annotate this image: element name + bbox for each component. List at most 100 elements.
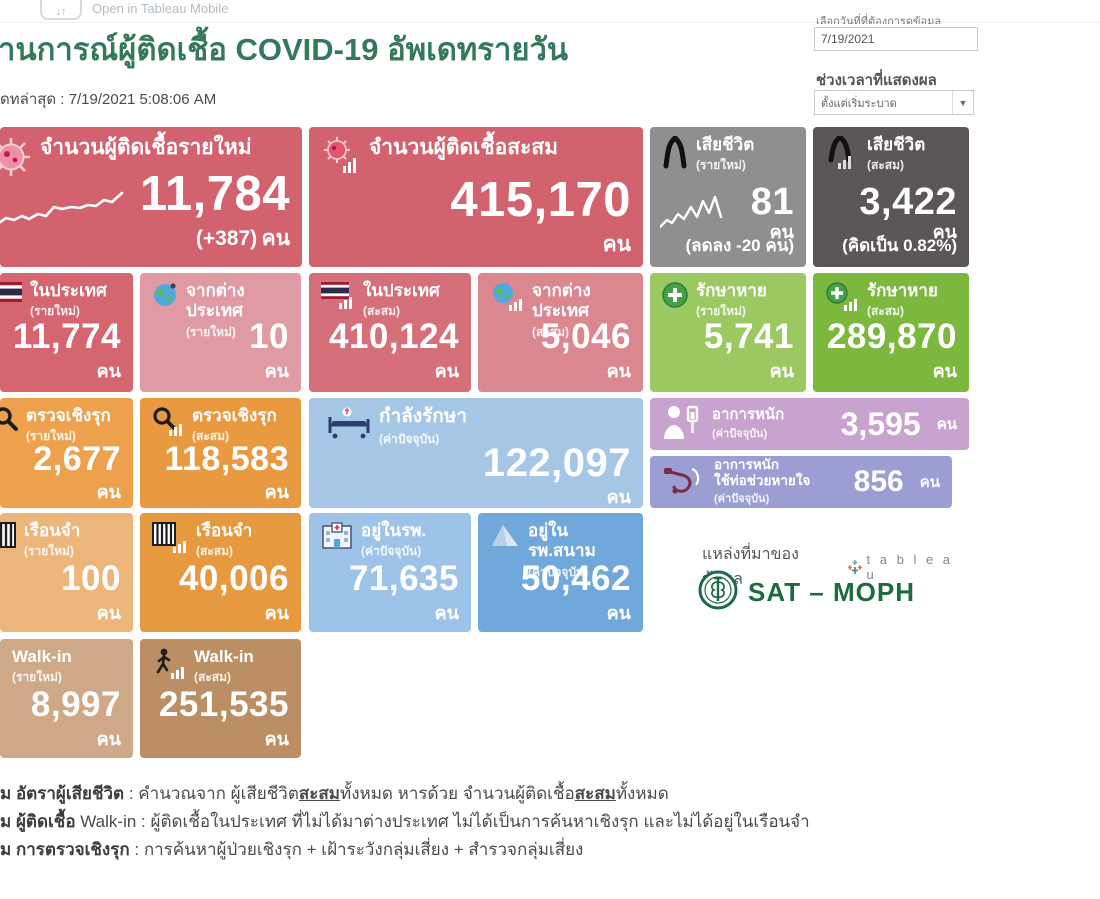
tile-deaths-new: เสียชีวิต (รายใหม่) 81 คน (ลดลง -20 คน) xyxy=(650,127,806,267)
tile-sublabel: (สะสม) xyxy=(532,324,569,339)
footnote-death-rate: ม อัตราผู้เสียชีวิต : คำนวณจาก ผู้เสียชี… xyxy=(0,784,669,803)
tile-value: 100 xyxy=(61,559,121,598)
tile-unit: คน xyxy=(264,728,289,749)
tile-value: 3,422 xyxy=(859,181,957,223)
hospital-bed-icon xyxy=(327,407,371,448)
tile-value: 2,677 xyxy=(33,440,121,478)
tile-title: เสียชีวิต xyxy=(867,135,926,154)
tile-title: อยู่ในรพ. xyxy=(361,521,427,540)
tile-severe: อาการหนัก (ค่าปัจจุบัน) 3,595 คน xyxy=(650,398,969,450)
tile-title: รักษาหาย xyxy=(867,281,938,300)
tile-unit: คน xyxy=(96,481,121,502)
period-dropdown-value: ตั้งแต่เริ่มระบาด xyxy=(821,97,897,110)
chevron-down-icon[interactable]: ▼ xyxy=(952,91,973,114)
tile-in-treatment: กำลังรักษา (ค่าปัจจุบัน) 122,097 คน xyxy=(309,398,643,508)
jail-bars-chart-icon xyxy=(152,522,188,559)
tile-value: 71,635 xyxy=(348,559,459,598)
data-source-block: แหล่งที่มาของข้อมูล t a b l e a u SAT – … xyxy=(650,530,969,630)
tile-unit: คน xyxy=(769,360,794,381)
magnifier-icon xyxy=(0,407,18,436)
tile-unit: คน xyxy=(606,360,631,381)
tile-title: Walk-in xyxy=(194,647,254,666)
tile-sublabel: (รายใหม่) xyxy=(186,324,236,339)
tile-total-cases: จำนวนผู้ติดเชื้อสะสม 415,170 คน xyxy=(309,127,643,267)
tile-value: 11,784 xyxy=(139,167,290,221)
tile-sublabel: (รายใหม่) xyxy=(696,304,746,319)
tile-value: 289,870 xyxy=(826,317,957,356)
tile-value: 5,046 xyxy=(540,317,631,356)
tile-title: จำนวนผู้ติดเชื้อรายใหม่ xyxy=(40,136,252,159)
tile-title: อาการหนัก xyxy=(714,457,779,473)
tile-value: 81 xyxy=(750,181,794,223)
tile-value: 251,535 xyxy=(158,685,289,724)
virus-bars-icon xyxy=(321,136,361,179)
tile-title: รักษาหาย xyxy=(696,281,767,300)
tile-value: 410,124 xyxy=(328,317,459,356)
topbar: ↓↑ Open in Tableau Mobile xyxy=(0,0,1100,23)
tile-unit: คน xyxy=(606,602,631,623)
tile-unit: คน xyxy=(264,481,289,502)
tile-title: เรือนจำ xyxy=(24,521,81,540)
tile-sublabel: (ค่าปัจจุบัน) xyxy=(528,564,589,579)
tile-title-line2: ใช้ท่อช่วยหายใจ xyxy=(714,473,811,488)
tile-title: เรือนจำ xyxy=(196,521,253,540)
tile-sublabel: (ค่าปัจจุบัน) xyxy=(361,544,422,559)
period-dropdown[interactable]: ตั้งแต่เริ่มระบาด ▼ xyxy=(814,90,974,115)
tile-sublabel: (สะสม) xyxy=(867,158,904,173)
tile-title: ในประเทศ xyxy=(363,281,440,300)
tile-unit: คน xyxy=(769,221,794,242)
tile-title: เสียชีวิต xyxy=(696,135,755,154)
tile-delta: (+387) xyxy=(195,227,258,251)
tile-domestic-total: ในประเทศ (สะสม) 410,124 คน xyxy=(309,273,471,392)
tile-value: 415,170 xyxy=(450,173,631,227)
tile-sublabel: (รายใหม่) xyxy=(696,158,746,173)
tile-unit: คน xyxy=(919,474,940,491)
tile-sublabel: (รายใหม่) xyxy=(26,429,76,444)
tile-title: จากต่างประเทศ xyxy=(532,281,591,321)
tile-value: 122,097 xyxy=(482,441,631,485)
walking-person-bars-icon xyxy=(152,648,186,685)
tile-title: อาการหนัก xyxy=(712,406,785,424)
tile-sublabel: (ค่าปัจจุบัน) xyxy=(379,431,440,446)
globe-bars-icon xyxy=(490,282,524,317)
thai-flag-icon xyxy=(0,282,22,307)
tile-value: 10 xyxy=(249,317,289,356)
tile-value: 50,462 xyxy=(520,559,631,598)
open-in-tableau-mobile-link[interactable]: Open in Tableau Mobile xyxy=(92,1,229,16)
tile-domestic-new: ในประเทศ (รายใหม่) 11,774 คน xyxy=(0,273,133,392)
tile-unit: คน xyxy=(96,728,121,749)
tent-icon xyxy=(490,522,520,553)
tile-extra: (ลดลง -20 คน) xyxy=(685,236,794,255)
tile-unit: คน xyxy=(434,360,459,381)
tile-sublabel: (รายใหม่) xyxy=(24,544,74,559)
sparkline xyxy=(660,195,723,229)
tile-title: ตรวจเชิงรุก xyxy=(192,406,277,425)
tile-sublabel: (สะสม) xyxy=(194,670,231,685)
patient-iv-icon xyxy=(662,403,702,446)
tile-value: 118,583 xyxy=(164,440,289,478)
tile-walkin-new: Walk-in (รายใหม่) 8,997 คน xyxy=(0,639,133,758)
sat-moph-text: SAT – MOPH xyxy=(748,577,915,607)
tile-sublabel: (สะสม) xyxy=(363,304,400,319)
last-updated-text: ดทล่าสุด : 7/19/2021 5:08:06 AM xyxy=(0,91,217,108)
tile-unit: คน xyxy=(932,360,957,381)
tile-sublabel: (รายใหม่) xyxy=(12,670,62,685)
tile-title: ในประเทศ xyxy=(30,281,107,300)
tableau-logo: t a b l e a u xyxy=(847,552,969,582)
tile-unit: คน xyxy=(932,221,957,242)
tile-sublabel: (สะสม) xyxy=(196,544,233,559)
tile-unit: คน xyxy=(96,602,121,623)
tile-unit: คน xyxy=(264,602,289,623)
date-picker-label: เลือกวันที่ที่ต้องการดูข้อมูล xyxy=(816,16,942,24)
tile-walkin-total: Walk-in (สะสม) 251,535 คน xyxy=(140,639,301,758)
tile-hospital: อยู่ในรพ. (ค่าปัจจุบัน) 71,635 คน xyxy=(309,513,471,632)
globe-icon xyxy=(152,282,178,313)
tile-title: กำลังรักษา xyxy=(379,406,467,427)
date-input[interactable] xyxy=(814,27,978,51)
tile-title: จำนวนผู้ติดเชื้อสะสม xyxy=(369,136,558,159)
magnifier-bars-icon xyxy=(152,407,184,442)
tile-sublabel: (สะสม) xyxy=(192,429,229,444)
medical-cross-icon xyxy=(662,282,688,313)
tile-new-cases: จำนวนผู้ติดเชื้อรายใหม่ 11,784 (+387) คน xyxy=(0,127,302,267)
